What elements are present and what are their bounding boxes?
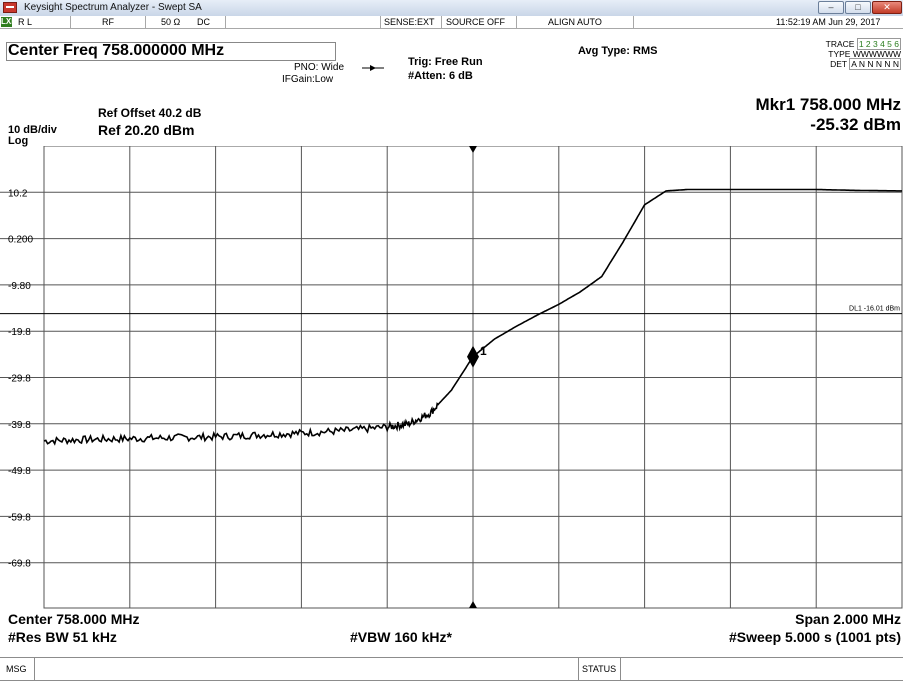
ref-offset: Ref Offset 40.2 dB	[98, 106, 202, 120]
ref-level: Ref 20.20 dBm	[98, 122, 195, 138]
window-title-bar: Keysight Spectrum Analyzer - Swept SA – …	[0, 0, 903, 17]
instrument-status-bar: LXI R L RF 50 Ω DC SENSE:EXT SOURCE OFF …	[0, 16, 903, 29]
trace-1	[43, 188, 902, 446]
pno-setting: PNO: Wide	[294, 62, 345, 73]
marker-frequency: Mkr1 758.000 MHz	[755, 95, 901, 114]
footer-res-bw: #Res BW 51 kHz	[8, 629, 117, 645]
type-values: WWWWWW	[852, 49, 901, 59]
y-tick-label: 10.2	[8, 188, 28, 199]
trigger-arrow-icon	[362, 65, 384, 71]
marker-1-diamond[interactable]	[467, 345, 479, 368]
avg-type: Avg Type: RMS	[578, 45, 658, 57]
sense-indicator: SENSE:EXT	[384, 17, 435, 27]
measurement-header: Center Freq 758.000000 MHz PNO: Wide IFG…	[0, 29, 903, 147]
y-tick-label: -29.8	[8, 374, 31, 385]
close-button[interactable]: ✕	[872, 1, 902, 14]
y-tick-label: -69.8	[8, 559, 31, 570]
lxi-indicator: LXI	[1, 17, 14, 27]
measurement-footer: Center 758.000 MHz Span 2.000 MHz #Res B…	[0, 609, 903, 655]
rl-indicator: R L	[18, 17, 33, 27]
footer-span: Span 2.000 MHz	[795, 611, 901, 627]
source-indicator: SOURCE OFF	[446, 17, 506, 27]
rf-indicator: RF	[102, 17, 114, 27]
trigger-setting: Trig: Free Run	[408, 56, 483, 68]
marker-1-label: 1	[480, 344, 487, 358]
ifgain-setting: IFGain:Low	[282, 74, 334, 85]
y-tick-label: -49.8	[8, 466, 31, 477]
spectrum-display[interactable]: 10.2 0.200 -9.80 -19.8 -29.8 -39.8 -49.8 -59.8 -…	[0, 145, 903, 609]
trace-values[interactable]: 1 2 3 4 5 6	[856, 38, 901, 50]
marker-level: -25.32 dBm	[810, 115, 901, 134]
status-label: STATUS	[582, 664, 617, 674]
impedance-indicator: 50 Ω	[161, 17, 181, 27]
trace-table: TRACE 1 2 3 4 5 6 TYPE WWWWWW DET A N N …	[806, 38, 901, 70]
app-icon	[3, 2, 17, 13]
y-tick-label: -39.8	[8, 420, 31, 431]
graticule	[0, 145, 903, 609]
maximize-button[interactable]: □	[845, 1, 871, 14]
y-tick-label: -59.8	[8, 512, 31, 523]
center-freq-field[interactable]	[6, 42, 336, 61]
center-frequency-marker-top	[469, 146, 477, 153]
footer-center-freq: Center 758.000 MHz	[8, 611, 140, 627]
msg-label: MSG	[6, 664, 27, 674]
minimize-button[interactable]: –	[818, 1, 844, 14]
message-bar: MSG STATUS	[0, 657, 903, 681]
align-indicator: ALIGN AUTO	[548, 17, 602, 27]
center-freq-label: Center Freq 758.000000 MHz	[8, 42, 225, 59]
log-scale-label: Log	[8, 135, 29, 147]
display-line-label: DL1 -16.01 dBm	[849, 306, 900, 313]
det-label: DET	[830, 59, 847, 69]
coupling-indicator: DC	[197, 17, 210, 27]
center-frequency-marker-bottom	[469, 601, 477, 608]
y-tick-label: -19.8	[8, 327, 31, 338]
trace-label: TRACE	[825, 39, 855, 49]
datetime: 11:52:19 AM Jun 29, 2017	[776, 17, 881, 27]
type-label: TYPE	[828, 49, 851, 59]
window-title: Keysight Spectrum Analyzer - Swept SA	[24, 2, 202, 13]
atten-setting: #Atten: 6 dB	[408, 70, 473, 82]
y-tick-label: -9.80	[8, 281, 31, 292]
y-tick-label: 0.200	[8, 235, 33, 246]
det-values: A N N N N N	[849, 58, 901, 70]
footer-sweep: #Sweep 5.000 s (1001 pts)	[729, 629, 901, 645]
spectrum-plot: 10.2 0.200 -9.80 -19.8 -29.8 -39.8 -49.8 -59.8 -…	[0, 145, 903, 609]
y-axis-tick-labels: 10.2 0.200 -9.80 -19.8 -29.8 -39.8 -49.8 -59.8 -…	[8, 188, 33, 569]
footer-vbw: #VBW 160 kHz*	[350, 629, 452, 645]
scale-per-div: 10 dB/div	[8, 124, 57, 136]
